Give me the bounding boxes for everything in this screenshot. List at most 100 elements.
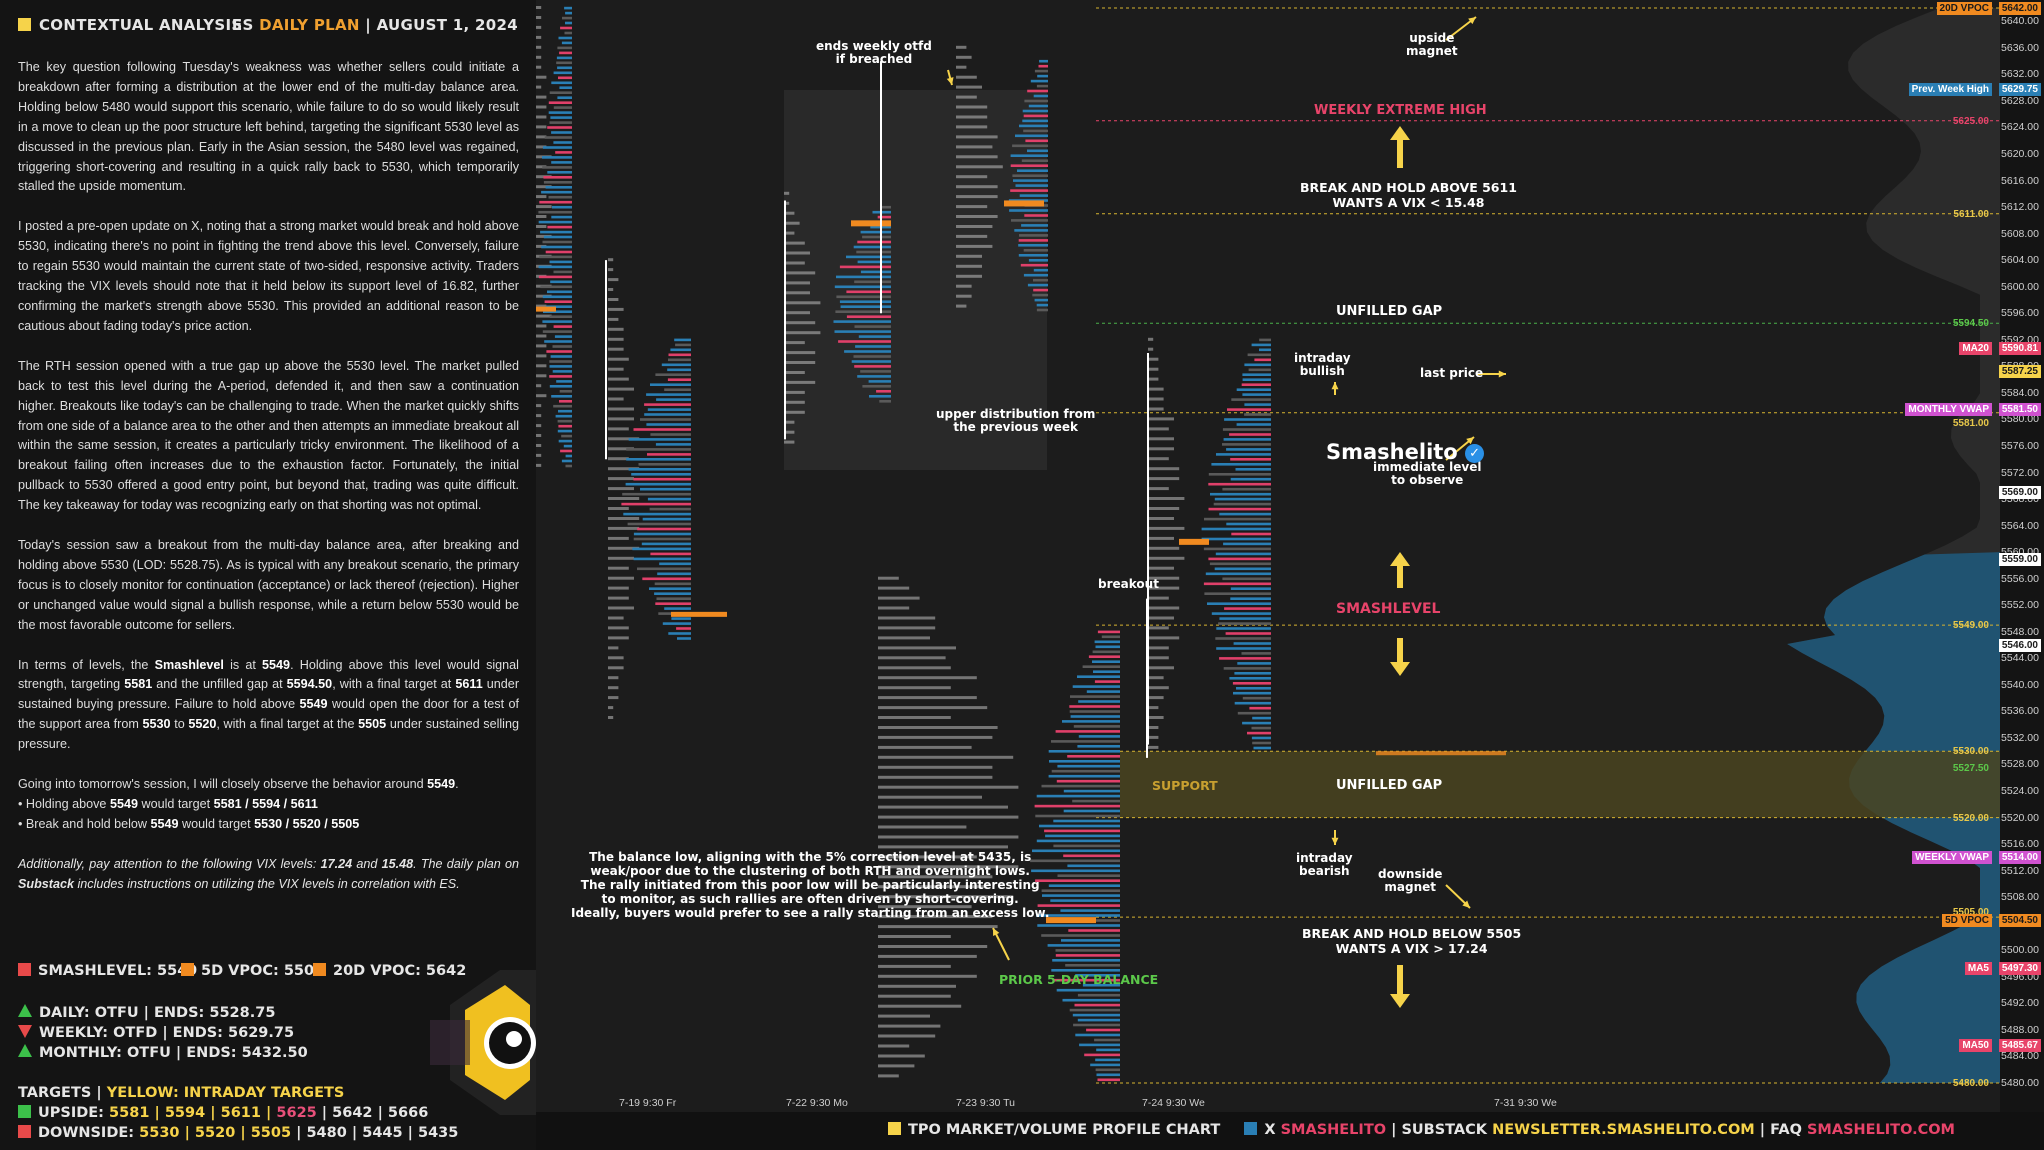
paragraph: The key question following Tuesday's wea… [18, 60, 519, 194]
tpo-letters [536, 324, 547, 328]
tpo-letters [608, 716, 614, 719]
volume-bar [547, 225, 572, 229]
price-label-last: 5587.25 [1998, 365, 2041, 379]
tpo-letters [536, 394, 547, 398]
tpo-letters [956, 145, 993, 149]
poc-marker [671, 611, 727, 617]
price-label-5480: 5480.00 [1952, 1078, 1989, 1089]
volume-bar [548, 111, 572, 114]
label-ma5: MA5 [1964, 962, 1992, 976]
volume-bar [557, 66, 572, 70]
tpo-letters [536, 374, 547, 378]
volume-bar [1010, 164, 1048, 167]
volume-bar [637, 527, 691, 531]
tpo-letters [608, 447, 634, 451]
tpo-chart[interactable]: ends weekly otfd if breached upper distr… [536, 0, 2044, 1112]
volume-bar [542, 156, 572, 159]
tpo-letters [878, 726, 998, 729]
volume-bar [1227, 408, 1271, 411]
tpo-letters [878, 755, 1014, 759]
tpo-letters [1148, 536, 1174, 540]
volume-bar [1033, 278, 1048, 282]
volume-bar [676, 627, 691, 630]
volume-bar [1056, 779, 1120, 783]
vpoc5d-item: 5D VPOC: 5505 [181, 963, 324, 979]
tpo-letters [956, 85, 982, 89]
volume-bar [1234, 701, 1271, 705]
volume-bar [646, 393, 691, 396]
volume-bar [854, 280, 891, 284]
tpo-letters [1148, 407, 1164, 411]
volume-bar [542, 240, 572, 244]
volume-bar [559, 400, 572, 403]
faq-link[interactable]: SMASHELITO.COM [1806, 1122, 1955, 1138]
tpo-letters [608, 377, 629, 381]
volume-bar [677, 637, 691, 640]
tpo-letters [608, 268, 614, 272]
up-triangle-icon [18, 1044, 32, 1057]
tpo-letters [878, 785, 1019, 789]
tpo-letters [878, 805, 1008, 809]
tpo-letters [536, 6, 542, 9]
volume-bar [1035, 879, 1120, 882]
tpo-letters [956, 244, 993, 248]
plan-title: ES DAILY PLAN | AUGUST 1, 2024 [231, 16, 518, 34]
volume-bar [1062, 998, 1120, 1002]
tpo-letters [608, 477, 634, 481]
weekly-status: WEEKLY: OTFD | ENDS: 5629.75 [18, 1023, 308, 1043]
tpo-letters [1148, 596, 1169, 600]
tpo-letters [536, 444, 542, 447]
volume-bar [1012, 174, 1048, 177]
poc-marker [536, 306, 556, 312]
volume-bar [1094, 680, 1120, 683]
volume-bar [1247, 353, 1271, 357]
price-tick: 5608.00 [2001, 227, 2039, 240]
tpo-letters [536, 364, 547, 368]
volume-bar [1077, 1018, 1120, 1022]
volume-bar [640, 418, 691, 421]
time-label: 7-22 9:30 Mo [786, 1097, 848, 1109]
price-label-prev-week-high: 5629.75 [1998, 83, 2041, 97]
volume-bar [1252, 716, 1271, 720]
tpo-letters [878, 895, 1014, 899]
volume-bar [1072, 685, 1120, 688]
monthly-status: MONTHLY: OTFU | ENDS: 5432.50 [18, 1043, 308, 1063]
label-ma50: MA50 [1959, 1039, 1992, 1053]
poc-marker [851, 220, 891, 227]
volume-bar [1082, 983, 1120, 987]
tpo-letters [608, 596, 629, 600]
volume-bar [1082, 665, 1120, 668]
volume-bar [647, 453, 691, 456]
eye-logo-icon [430, 970, 536, 1115]
volume-bar [1021, 224, 1048, 227]
orange-square-icon [181, 963, 194, 976]
tpo-letters [536, 165, 547, 169]
x-handle-link[interactable]: SMASHELITO [1280, 1122, 1387, 1138]
time-axis[interactable]: 7-19 9:30 Fr 7-22 9:30 Mo 7-23 9:30 Tu 7-24… [536, 1094, 2000, 1112]
tpo-letters [784, 400, 805, 404]
volume-bar [1093, 670, 1120, 673]
volume-bar [1057, 764, 1120, 768]
arrow-upside-magnet-head [1468, 17, 1476, 25]
volume-bar [553, 71, 572, 75]
volume-bar [1067, 755, 1120, 758]
tpo-letters [536, 85, 542, 89]
label-vpoc20d: 20D VPOC [1936, 2, 1992, 15]
volume-bar [1051, 769, 1120, 773]
tpo-letters [536, 25, 542, 29]
volume-bar [1039, 824, 1120, 828]
volume-bar [869, 395, 891, 398]
tpo-letters [1148, 497, 1185, 500]
volume-bar [1015, 184, 1048, 187]
volume-bar [622, 492, 691, 496]
tpo-letters [536, 55, 542, 59]
volume-bar [543, 181, 572, 184]
substack-link[interactable]: NEWSLETTER.SMASHELITO.COM [1492, 1122, 1755, 1138]
label-smashlevel: SMASHLEVEL [1336, 601, 1441, 617]
price-tick: 5628.00 [2001, 94, 2039, 107]
tpo-letters [784, 321, 816, 325]
tpo-letters [878, 646, 956, 650]
tpo-letters [536, 205, 552, 209]
volume-bar [1018, 239, 1048, 242]
red-square-icon [18, 1125, 31, 1138]
